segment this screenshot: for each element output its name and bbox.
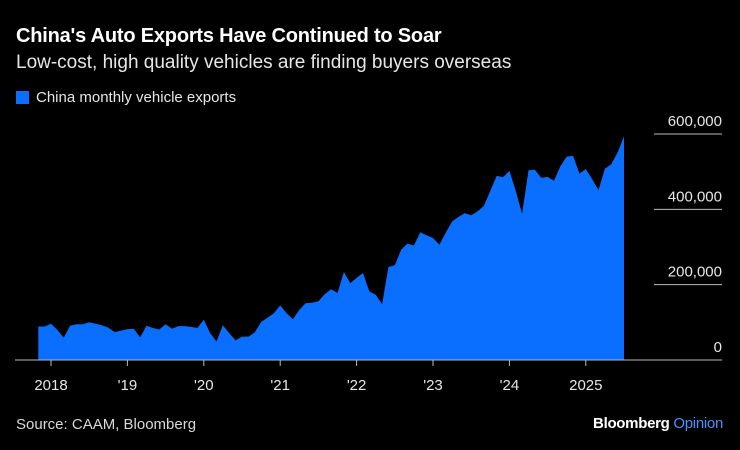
y-tick-label: 0 bbox=[714, 339, 722, 356]
source-note: Source: CAAM, Bloomberg bbox=[16, 416, 197, 433]
x-tick-label: '20 bbox=[194, 377, 214, 394]
y-tick-label: 400,000 bbox=[668, 188, 722, 205]
x-tick-label: 2018 bbox=[34, 377, 67, 394]
chart-subtitle: Low-cost, high quality vehicles are find… bbox=[16, 52, 512, 73]
x-tick-label: '19 bbox=[118, 377, 138, 394]
bloomberg-opinion-logo: Bloomberg Opinion bbox=[593, 415, 723, 432]
logo-brand: Bloomberg bbox=[593, 415, 670, 432]
x-tick-label: '23 bbox=[423, 377, 443, 394]
x-tick-label: '24 bbox=[500, 377, 520, 394]
y-tick-label: 600,000 bbox=[668, 113, 722, 130]
chart-title: China's Auto Exports Have Continued to S… bbox=[16, 25, 442, 47]
legend-swatch bbox=[16, 91, 29, 104]
x-tick-label: '21 bbox=[270, 377, 290, 394]
legend: China monthly vehicle exports bbox=[16, 89, 236, 106]
x-tick-label: 2025 bbox=[569, 377, 602, 394]
y-tick-label: 200,000 bbox=[668, 264, 722, 281]
x-tick-label: '22 bbox=[347, 377, 367, 394]
series-area bbox=[38, 136, 625, 360]
logo-section: Opinion bbox=[673, 415, 723, 432]
legend-label: China monthly vehicle exports bbox=[36, 89, 237, 106]
